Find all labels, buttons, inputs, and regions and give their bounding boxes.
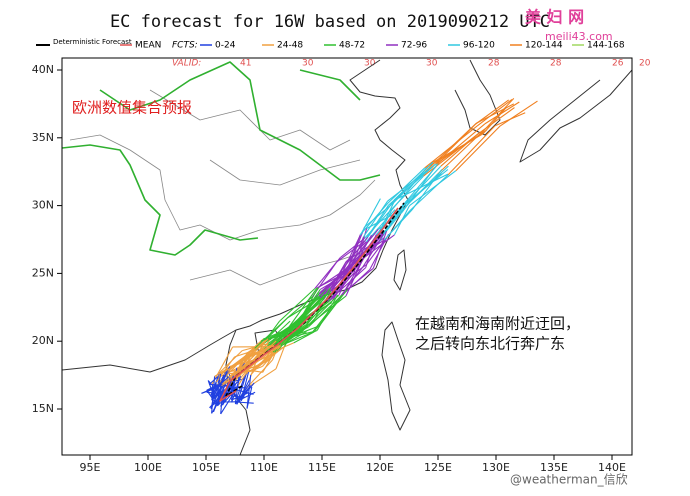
lon-label: 100E	[134, 461, 162, 474]
watermark-site: 美 妇 网	[525, 8, 584, 27]
lat-label: 15N	[32, 402, 54, 415]
legend-label: 48-72	[339, 41, 365, 51]
watermark-url: meili43.com	[545, 30, 613, 43]
valid-count: 30	[302, 59, 314, 69]
annotation-note: 之后转向东北行奔广东	[415, 335, 565, 353]
valid-count: 30	[426, 59, 438, 69]
valid-count: 26	[612, 59, 624, 69]
valid-count: 41	[240, 59, 251, 69]
valid-count: 20	[639, 59, 651, 69]
lon-label: 120E	[366, 461, 394, 474]
lon-label: 115E	[308, 461, 336, 474]
track-segment	[212, 385, 213, 401]
lon-label: 125E	[424, 461, 452, 474]
title: EC forecast for 16W based on 2019090212 …	[110, 12, 550, 32]
legend-label: MEAN	[135, 41, 161, 51]
lon-label: 110E	[250, 461, 278, 474]
legend-label: 72-96	[401, 41, 427, 51]
annotation-note: 在越南和海南附近迂回，	[415, 315, 580, 333]
annotation-source: 欧洲数值集合预报	[72, 99, 192, 117]
lat-label: 25N	[32, 266, 54, 279]
lat-label: 40N	[32, 63, 54, 76]
lon-label: 95E	[80, 461, 101, 474]
valid-count: 28	[550, 59, 562, 69]
lon-label: 130E	[482, 461, 510, 474]
legend-fcts: FCTS:	[172, 41, 198, 51]
lat-label: 30N	[32, 199, 54, 212]
legend-label: 24-48	[277, 41, 303, 51]
watermark-author: @weatherman_信欣	[510, 473, 628, 487]
legend-label: 0-24	[215, 41, 236, 51]
lat-label: 35N	[32, 131, 54, 144]
lat-label: 20N	[32, 334, 54, 347]
legend-label: 96-120	[463, 41, 495, 51]
legend-valid: VALID:	[172, 59, 201, 69]
valid-count: 28	[488, 59, 500, 69]
lon-label: 105E	[192, 461, 220, 474]
